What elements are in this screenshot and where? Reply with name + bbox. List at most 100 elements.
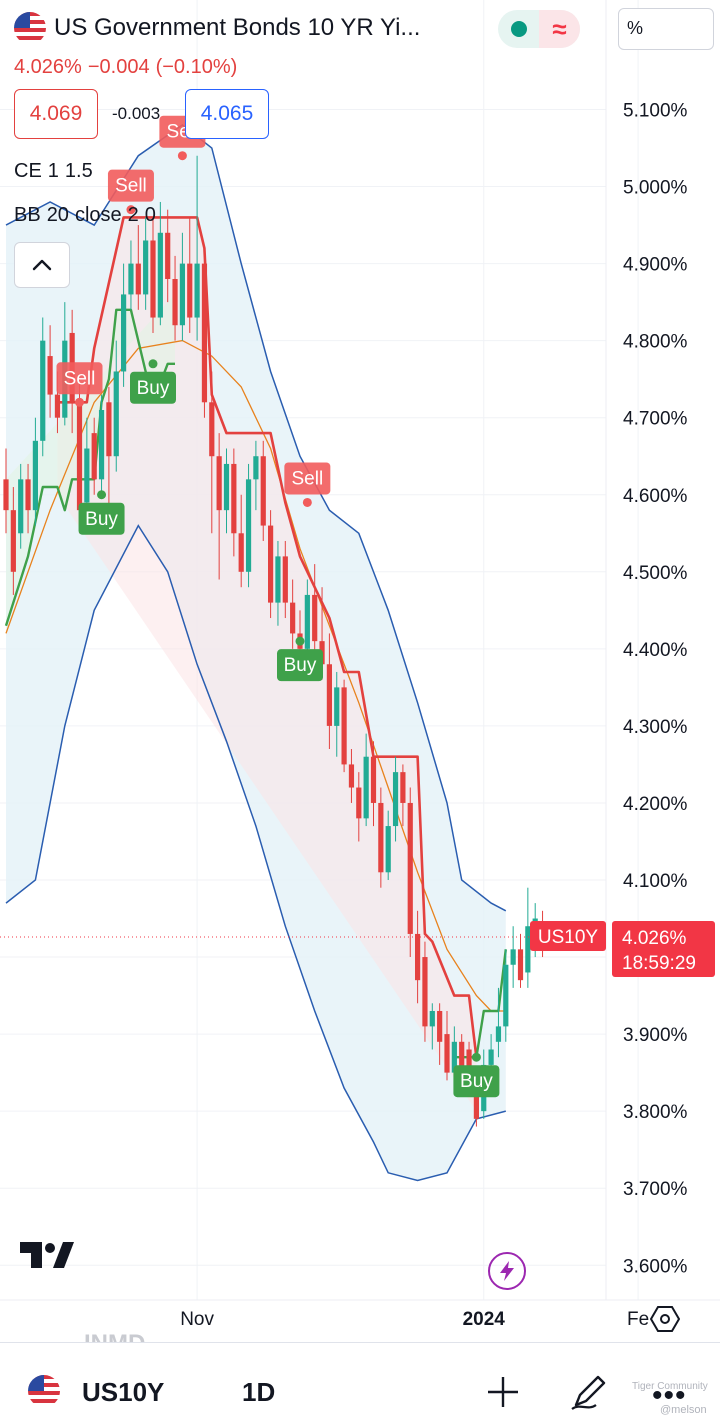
- collapse-legend-button[interactable]: [14, 242, 70, 288]
- candle-body: [517, 949, 524, 981]
- buy-price-button[interactable]: 4.065: [185, 89, 269, 139]
- price-axis-label: 3.600%: [623, 1256, 688, 1277]
- sell-price-button[interactable]: 4.069: [14, 89, 98, 139]
- chandelier-exit-fill: [6, 217, 477, 1112]
- candle-body: [216, 456, 222, 511]
- candle-body: [54, 394, 61, 418]
- sell-signal-dot: [302, 497, 312, 507]
- price-axis-label: 3.700%: [623, 1179, 688, 1200]
- indicator-param: close: [74, 204, 122, 226]
- indicator-param: 1.5: [64, 160, 93, 182]
- interval-button[interactable]: 1D: [242, 1377, 276, 1407]
- watermark-community: Tiger Community: [632, 1381, 708, 1392]
- candle-body: [143, 240, 149, 295]
- candle-body: [356, 787, 362, 819]
- candle-body: [157, 232, 163, 318]
- candle-body: [260, 456, 266, 526]
- symbol-title[interactable]: US Government Bonds 10 YR Yi...: [54, 14, 421, 41]
- buy-signal-label: [130, 371, 176, 404]
- candle-body: [223, 463, 230, 511]
- candle-body: [135, 263, 141, 295]
- add-plus-icon[interactable]: [484, 1373, 522, 1411]
- sell-signal-dot: [177, 151, 187, 161]
- price-axis-label: 3.900%: [623, 1025, 688, 1046]
- candle-body: [459, 1041, 465, 1073]
- candle-body: [525, 926, 531, 973]
- indicator-name: CE: [14, 160, 42, 182]
- candle-body: [444, 1034, 450, 1073]
- ce-short-fill: [57, 217, 477, 1112]
- drawing-pen-icon[interactable]: [570, 1371, 610, 1411]
- candle-body: [503, 964, 509, 1027]
- last-price-tag: [612, 921, 715, 977]
- candle-body: [47, 356, 53, 395]
- candle-body: [429, 1010, 435, 1027]
- buy-signal-dot: [295, 636, 305, 646]
- bottom-toolbar: US10Y 1D •••: [0, 1342, 720, 1428]
- unit-button[interactable]: %: [618, 8, 714, 50]
- indicator-legend-ce[interactable]: CE 1 1.5: [14, 160, 99, 183]
- last-value: 4.026%: [14, 56, 82, 78]
- time-axis[interactable]: Nov 2024 Fe: [0, 1299, 720, 1330]
- candle-body: [392, 772, 399, 827]
- sell-signal-label: [56, 362, 103, 395]
- us-flag-icon: [14, 12, 46, 44]
- candle-body: [326, 664, 332, 726]
- candle-body: [466, 1049, 472, 1081]
- symbol-search-button[interactable]: US10Y: [82, 1377, 165, 1407]
- candle-body: [231, 463, 237, 534]
- bar-countdown: 18:59:29: [622, 953, 696, 974]
- candle-body: [451, 1041, 457, 1073]
- tradingview-logo-icon: [20, 1242, 74, 1275]
- time-axis-label: Fe: [627, 1309, 649, 1330]
- sell-signal-dot: [75, 397, 84, 407]
- price-axis-label: 4.900%: [623, 255, 688, 276]
- price-axis-label: 4.200%: [623, 794, 688, 815]
- candle-body: [201, 263, 208, 403]
- candle-body: [150, 240, 156, 318]
- candle-body: [268, 525, 274, 603]
- candle-body: [363, 756, 369, 819]
- candle-body: [437, 1010, 443, 1042]
- candle-body: [415, 933, 421, 981]
- candle-body: [312, 594, 318, 642]
- candle-body: [304, 594, 310, 649]
- market-status-pill[interactable]: ≈: [498, 10, 580, 48]
- time-axis-label: Nov: [180, 1309, 214, 1330]
- sell-signal-text: Sell: [292, 468, 324, 489]
- more-dots-icon[interactable]: •••: [652, 1379, 687, 1412]
- price-axis-label: 4.100%: [623, 871, 688, 892]
- candle-body: [121, 294, 127, 372]
- candle-body: [76, 402, 83, 511]
- candle-body: [91, 433, 97, 480]
- sell-signal-label: [107, 169, 154, 202]
- price-change: 4.026% −0.004 (−0.10%): [14, 56, 243, 79]
- price-axis[interactable]: 5.100% 5.000% 4.900% 4.800% 4.700% 4.600% 4.50…: [623, 101, 688, 1278]
- candle-body: [209, 402, 215, 457]
- candle-body: [25, 479, 31, 511]
- time-axis-label: 2024: [463, 1309, 506, 1330]
- symbol-legend[interactable]: US Government Bonds 10 YR Yi...: [14, 12, 420, 44]
- price-axis-label: 4.400%: [623, 640, 688, 661]
- settings-hexagon-icon[interactable]: [649, 1304, 681, 1334]
- candle-body: [473, 1080, 479, 1119]
- candle-body: [32, 440, 38, 511]
- buy-signal-text: Buy: [460, 1071, 493, 1092]
- candle-body: [400, 772, 406, 803]
- currency-icon: ≈: [539, 10, 580, 48]
- candle-body: [18, 479, 24, 534]
- price-axis-label: 4.300%: [623, 717, 688, 738]
- spread-value: -0.003: [112, 104, 161, 123]
- indicator-legend-bb[interactable]: BB 20 close 2 0: [14, 204, 162, 227]
- candle-body: [165, 232, 171, 280]
- ce-long-fill: [6, 294, 175, 626]
- flash-icon[interactable]: [488, 1252, 526, 1290]
- symbol-price-tag: [530, 921, 606, 951]
- candle-body: [341, 687, 347, 765]
- us-flag-icon: [28, 1375, 60, 1407]
- sell-signal-dot: [126, 205, 136, 215]
- last-price-value: 4.026%: [622, 928, 687, 949]
- symbol-price-tag-text: US10Y: [538, 927, 599, 948]
